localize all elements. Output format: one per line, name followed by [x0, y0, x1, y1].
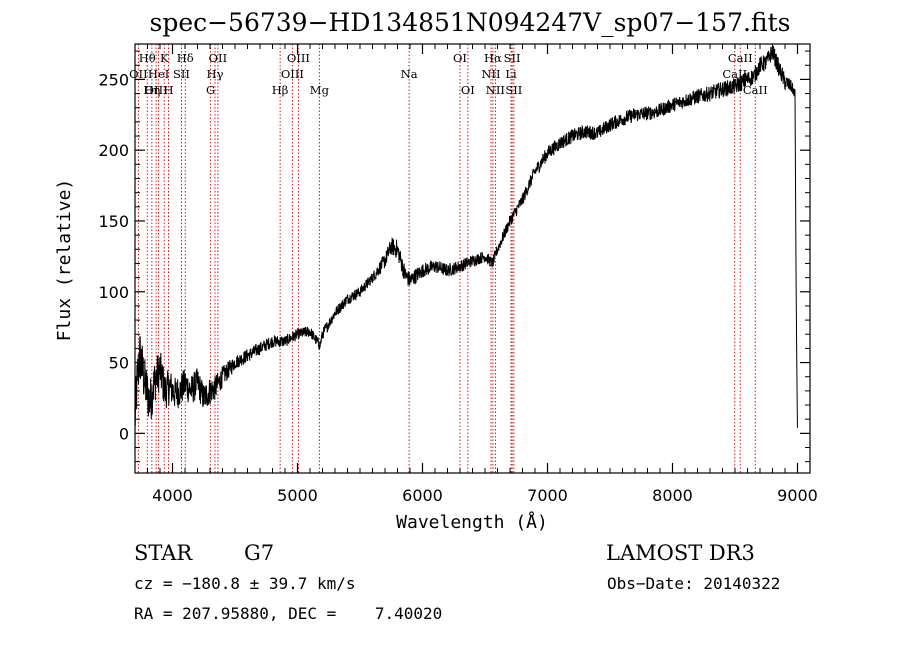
object-subclass: G7 — [244, 541, 274, 565]
x-axis: 4000 5000 6000 7000 8000 9000 — [134, 44, 818, 505]
spectral-line-label: Mg — [310, 83, 330, 97]
y-axis-label: Flux (relative) — [54, 179, 75, 342]
spectral-line-label: OI — [461, 83, 475, 97]
spectral-line-label: Hβ — [272, 83, 289, 97]
y-tick-label: 200 — [98, 141, 129, 160]
spectral-line-label: OII — [129, 67, 148, 81]
spectral-line-label: NII — [486, 83, 505, 97]
x-tick-label: 4000 — [152, 486, 193, 505]
spectral-line-label: H — [163, 83, 173, 97]
spectrum-series — [134, 46, 798, 428]
survey-name: LAMOST DR3 — [606, 541, 755, 565]
x-axis-label: Wavelength (Å) — [396, 511, 548, 533]
spectral-line-label: CaII — [743, 83, 768, 97]
redshift-text: cz = −180.8 ± 39.7 km/s — [134, 574, 356, 593]
obs-date: Obs−Date: 20140322 — [607, 574, 780, 593]
spectral-line-label: G — [206, 83, 215, 97]
object-class: STAR — [134, 541, 193, 565]
spectral-line-label: Li — [505, 67, 517, 81]
spectral-line-label: OI — [453, 51, 467, 65]
spectral-line-label: K — [160, 51, 169, 65]
spectral-line-label: OIII — [145, 83, 168, 97]
chart-title: spec−56739−HD134851N094247V_sp07−157.fit… — [149, 8, 790, 37]
spectral-line-label: Na — [401, 67, 418, 81]
y-tick-label: 250 — [98, 70, 129, 89]
x-tick-label: 7000 — [527, 486, 568, 505]
spectral-line-label: Hα — [484, 51, 502, 65]
spectral-line-label: OII — [209, 51, 228, 65]
y-tick-label: 50 — [109, 354, 129, 373]
y-axis: 0 50 100 150 200 250 — [98, 50, 810, 463]
spectral-line-label: Hγ — [207, 67, 224, 81]
x-tick-label: 6000 — [402, 486, 443, 505]
spectrum-line — [134, 46, 798, 428]
y-tick-label: 150 — [98, 212, 129, 231]
x-tick-label: 9000 — [777, 486, 818, 505]
spectral-line-label: CaII — [728, 51, 753, 65]
x-tick-label: 8000 — [652, 486, 693, 505]
x-tick-label: 5000 — [277, 486, 318, 505]
spectral-line-label: HeI — [148, 67, 169, 81]
spectral-line-label: OIII — [281, 67, 304, 81]
y-tick-label: 0 — [119, 424, 129, 443]
spectral-line-label: Hδ — [177, 51, 194, 65]
spectral-line-label: SII — [173, 67, 190, 81]
y-tick-label: 100 — [98, 283, 129, 302]
spectral-line-label: SII — [505, 83, 522, 97]
spectral-line-label: Hθ — [139, 51, 156, 65]
spectral-line-label: NII — [481, 67, 500, 81]
spectral-line-label: SII — [504, 51, 521, 65]
spectral-line-label: Hη — [143, 83, 160, 97]
ra-dec-text: RA = 207.95880, DEC = 7.40020 — [134, 604, 442, 623]
spectral-line-label: OIII — [287, 51, 310, 65]
